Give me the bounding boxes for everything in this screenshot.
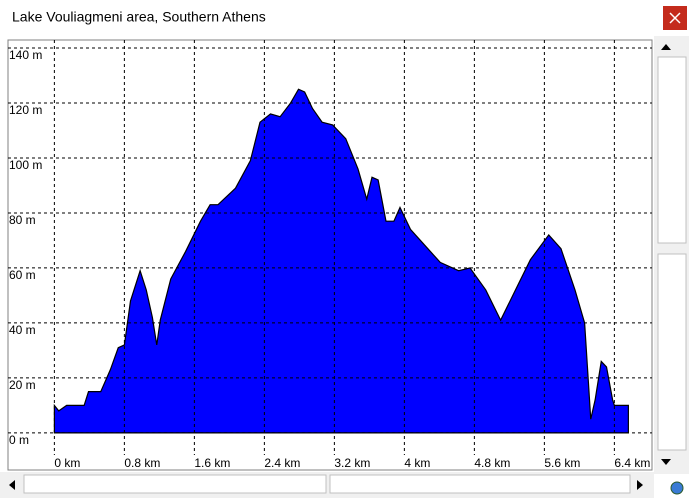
x-tick-label: 3.2 km — [334, 456, 370, 470]
v-scroll-thumb[interactable] — [657, 56, 687, 244]
x-tick-label: 1.6 km — [194, 456, 230, 470]
scroll-right[interactable] — [637, 480, 643, 490]
v-scroll-thumb-2[interactable] — [657, 253, 687, 451]
close-icon — [669, 12, 681, 24]
y-tick-label: 20 m — [9, 378, 36, 392]
x-tick-label: 0.8 km — [124, 456, 160, 470]
scroll-left[interactable] — [9, 480, 15, 490]
scroll-up[interactable] — [661, 44, 671, 50]
elevation-area — [53, 88, 629, 434]
x-tick-label: 4.8 km — [474, 456, 510, 470]
y-tick-label: 120 m — [9, 103, 42, 117]
y-tick-label: 0 m — [9, 433, 29, 447]
plot: 0 m 20 m 40 m 60 m 80 m 100 m 120 m 140 m 0 km 0.… — [7, 39, 653, 471]
h-scroll-thumb-2[interactable] — [329, 474, 631, 494]
y-tick-label: 40 m — [9, 323, 36, 337]
globe-icon[interactable] — [670, 481, 684, 495]
h-scroll-thumb[interactable] — [23, 474, 327, 494]
y-tick-label: 100 m — [9, 158, 42, 172]
y-tick-label: 140 m — [9, 48, 42, 62]
x-tick-label: 2.4 km — [264, 456, 300, 470]
window-title: Lake Vouliagmeni area, Southern Athens — [12, 9, 266, 25]
x-tick-label: 6.4 km — [614, 456, 650, 470]
x-tick-label: 4 km — [404, 456, 430, 470]
scroll-down[interactable] — [661, 459, 671, 465]
y-tick-label: 60 m — [9, 268, 36, 282]
x-tick-label: 5.6 km — [544, 456, 580, 470]
y-tick-label: 80 m — [9, 213, 36, 227]
x-tick-label: 0 km — [54, 456, 80, 470]
